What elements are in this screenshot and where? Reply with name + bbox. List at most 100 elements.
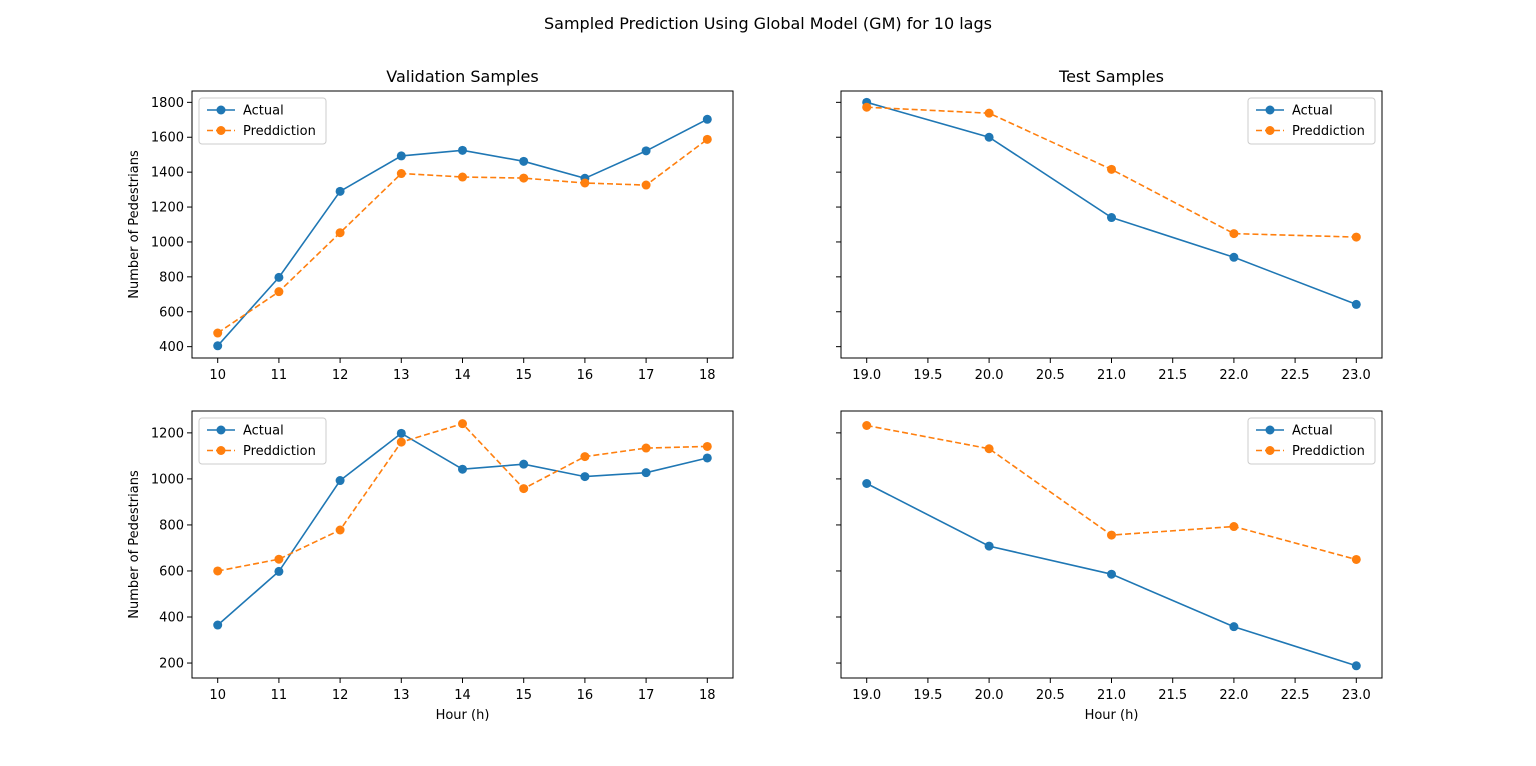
data-point-actual	[335, 476, 345, 486]
data-point-preddiction	[274, 287, 284, 297]
data-point-actual	[335, 186, 345, 196]
x-tick-label: 13	[393, 688, 410, 703]
x-tick-label: 15	[515, 368, 532, 383]
data-point-preddiction	[984, 444, 994, 454]
subplot-1: Validation Samples 10 11 12 13 14 15 16 17 18 400 6…	[127, 67, 734, 383]
data-point-actual	[580, 472, 590, 482]
legend: Actual Preddiction	[1247, 417, 1376, 465]
legend-swatch-marker	[216, 425, 226, 435]
y-tick-label: 1600	[151, 131, 184, 146]
x-tick-label: 22.5	[1281, 368, 1310, 383]
data-point-actual	[641, 468, 651, 478]
x-tick-label: 12	[332, 688, 349, 703]
axes-frame	[840, 410, 1383, 679]
x-tick-label: 13	[393, 368, 410, 383]
y-tick-label: 200	[159, 657, 184, 672]
legend: Actual Preddiction	[198, 97, 327, 145]
axes-frame	[840, 90, 1383, 359]
x-tick-label: 19.0	[852, 688, 881, 703]
legend-label: Actual	[1292, 104, 1333, 119]
x-tick-label: 19.5	[913, 688, 942, 703]
data-point-preddiction	[702, 441, 712, 451]
legend-label: Preddiction	[1292, 124, 1365, 139]
x-tick-label: 20.0	[975, 368, 1004, 383]
data-point-actual	[1229, 252, 1239, 262]
legend: Actual Preddiction	[1247, 97, 1376, 145]
x-tick-label: 21.0	[1097, 688, 1126, 703]
subplot-title: Test Samples	[1058, 67, 1164, 86]
x-tick-label: 23.0	[1342, 368, 1371, 383]
axes-frame	[191, 410, 734, 679]
x-tick-label: 19.0	[852, 368, 881, 383]
y-tick-label: 1000	[151, 472, 184, 487]
x-axis-label: Hour (h)	[436, 708, 490, 723]
data-point-actual	[396, 151, 406, 161]
data-point-preddiction	[396, 437, 406, 447]
data-point-actual	[702, 114, 712, 124]
data-point-preddiction	[213, 566, 223, 576]
legend-swatch-marker	[216, 126, 226, 135]
legend-label: Preddiction	[1292, 444, 1365, 459]
data-point-preddiction	[1107, 530, 1116, 540]
x-tick-label: 14	[454, 688, 471, 703]
data-point-preddiction	[1351, 554, 1361, 564]
x-tick-label: 16	[577, 368, 594, 383]
x-tick-label: 22.0	[1219, 368, 1248, 383]
x-tick-label: 20.5	[1036, 368, 1065, 383]
x-tick-label: 20.0	[975, 688, 1004, 703]
x-tick-label: 18	[699, 688, 716, 703]
legend-label: Actual	[1292, 424, 1333, 439]
subplot-3: 10 11 12 13 14 15 16 17 18 200 400 600 800 1000 1200 Ho…	[127, 410, 734, 723]
y-axis-label: Number of Pedestrians	[127, 150, 142, 299]
x-tick-label: 18	[699, 368, 716, 383]
legend-swatch-marker	[216, 446, 226, 455]
x-tick-label: 11	[271, 368, 288, 383]
y-tick-label: 1400	[151, 166, 184, 181]
subplot-4: 19.0 19.5 20.0 20.5 21.0 21.5 22.0 22.5 23.0 Hour…	[836, 410, 1383, 723]
legend-label: Actual	[243, 424, 284, 439]
legend-label: Preddiction	[243, 444, 316, 459]
x-tick-label: 10	[209, 688, 226, 703]
data-point-actual	[519, 459, 529, 469]
data-point-actual	[458, 464, 467, 474]
data-point-preddiction	[1351, 232, 1361, 242]
x-tick-label: 12	[332, 368, 349, 383]
legend-label: Actual	[243, 104, 284, 119]
legend-swatch-marker	[1265, 425, 1275, 435]
x-tick-label: 21.5	[1158, 368, 1187, 383]
data-point-preddiction	[984, 108, 994, 118]
y-tick-label: 1200	[151, 201, 184, 216]
x-tick-label: 17	[638, 368, 655, 383]
data-point-preddiction	[396, 169, 406, 179]
y-tick-label: 1200	[151, 426, 184, 441]
data-point-preddiction	[580, 178, 590, 188]
data-point-actual	[984, 132, 994, 142]
x-tick-label: 21.0	[1097, 368, 1126, 383]
x-tick-label: 10	[209, 368, 226, 383]
data-point-actual	[458, 145, 467, 155]
data-point-actual	[1351, 299, 1361, 309]
data-point-preddiction	[213, 328, 223, 338]
data-point-preddiction	[1107, 164, 1116, 174]
data-point-preddiction	[862, 421, 872, 431]
x-tick-label: 19.5	[913, 368, 942, 383]
axes-frame	[191, 90, 734, 359]
data-point-preddiction	[519, 484, 529, 494]
data-point-actual	[396, 428, 406, 438]
x-tick-label: 11	[271, 688, 288, 703]
legend: Actual Preddiction	[198, 417, 327, 465]
y-axis-label: Number of Pedestrians	[127, 470, 142, 619]
x-tick-label: 22.5	[1281, 688, 1310, 703]
x-tick-label: 21.5	[1158, 688, 1187, 703]
figure-suptitle: Sampled Prediction Using Global Model (G…	[544, 14, 992, 33]
series-line-preddiction	[217, 138, 708, 334]
x-tick-label: 16	[577, 688, 594, 703]
data-point-preddiction	[862, 102, 872, 112]
data-point-actual	[1107, 569, 1116, 579]
x-tick-label: 17	[638, 688, 655, 703]
data-point-preddiction	[458, 419, 467, 429]
data-point-preddiction	[641, 443, 651, 453]
x-axis-label: Hour (h)	[1085, 708, 1139, 723]
y-tick-label: 400	[159, 340, 184, 355]
